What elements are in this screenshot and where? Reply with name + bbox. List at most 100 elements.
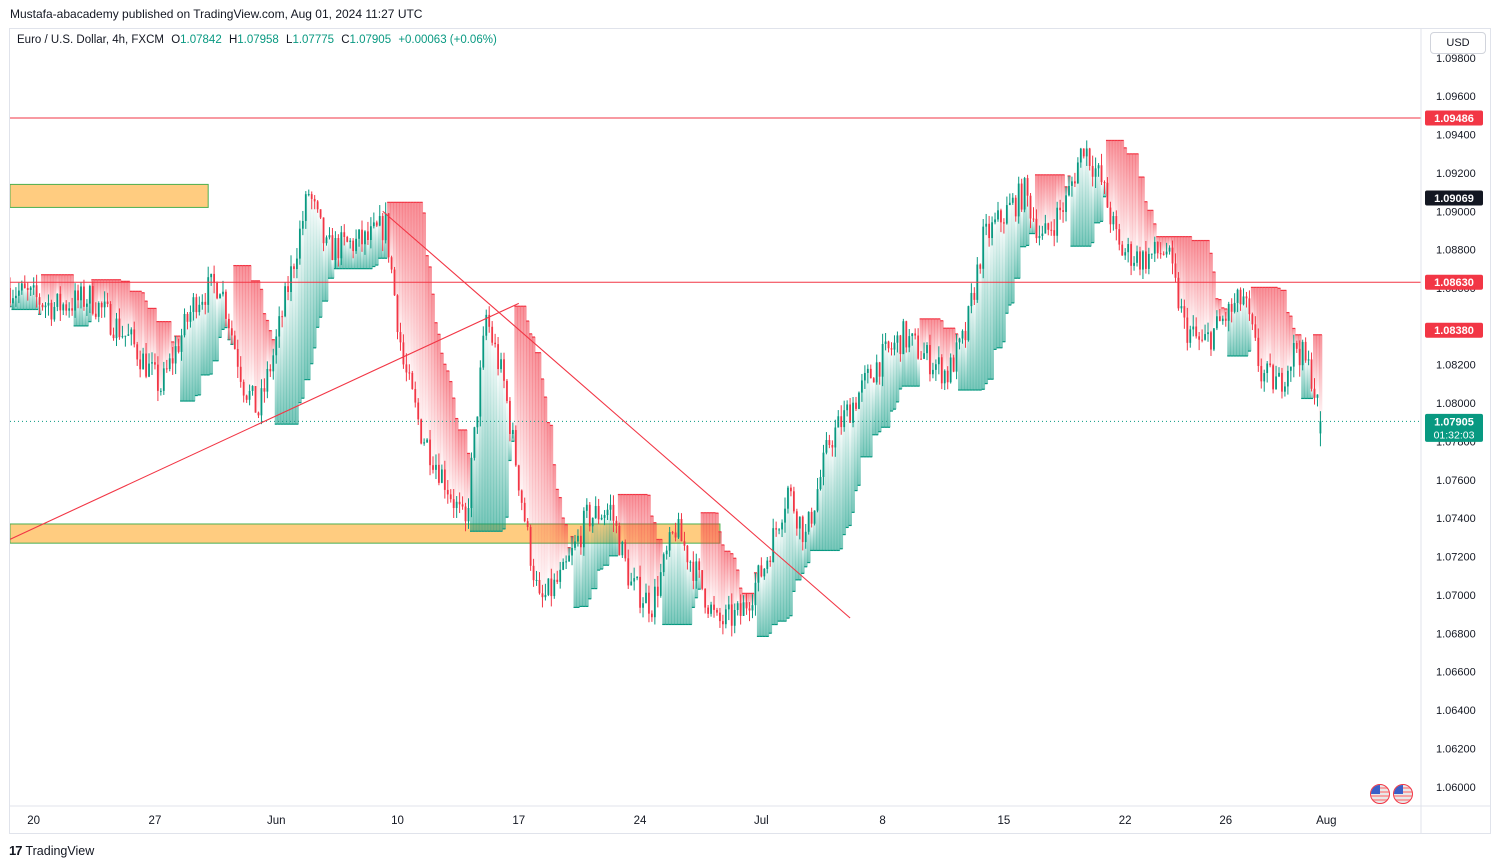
candle[interactable] xyxy=(1150,253,1153,259)
candle[interactable] xyxy=(15,287,17,307)
candle[interactable] xyxy=(296,248,298,279)
candle[interactable] xyxy=(177,338,180,354)
candle[interactable] xyxy=(47,294,50,316)
candle[interactable] xyxy=(538,572,541,595)
candle[interactable] xyxy=(1192,315,1195,337)
candle[interactable] xyxy=(443,460,446,499)
candle[interactable] xyxy=(1233,293,1236,314)
candle[interactable] xyxy=(565,555,568,570)
candle[interactable] xyxy=(946,366,949,390)
candle[interactable] xyxy=(778,528,780,535)
trendline[interactable] xyxy=(10,302,520,540)
candle[interactable] xyxy=(1103,180,1106,194)
candle[interactable] xyxy=(127,323,130,336)
candle[interactable] xyxy=(642,597,644,618)
candle[interactable] xyxy=(535,570,538,586)
candle[interactable] xyxy=(9,277,11,307)
candle[interactable] xyxy=(905,320,908,353)
candle[interactable] xyxy=(1177,272,1180,311)
candle[interactable] xyxy=(541,584,544,608)
candle[interactable] xyxy=(1008,193,1011,206)
candle[interactable] xyxy=(390,255,393,274)
candle[interactable] xyxy=(1109,201,1112,233)
candle[interactable] xyxy=(733,603,736,634)
candle[interactable] xyxy=(310,191,313,210)
candle[interactable] xyxy=(236,339,239,379)
candle[interactable] xyxy=(1295,340,1298,353)
candle[interactable] xyxy=(1115,210,1118,241)
candle[interactable] xyxy=(689,560,692,572)
candle[interactable] xyxy=(213,265,216,294)
candle[interactable] xyxy=(556,570,559,585)
candle[interactable] xyxy=(198,296,201,316)
candle[interactable] xyxy=(1079,147,1082,168)
candle[interactable] xyxy=(943,369,946,391)
candle[interactable] xyxy=(1307,350,1310,366)
candle[interactable] xyxy=(875,354,878,385)
candle[interactable] xyxy=(461,496,464,510)
candle[interactable] xyxy=(435,454,437,480)
candle[interactable] xyxy=(591,517,594,533)
candle[interactable] xyxy=(440,464,443,484)
candle[interactable] xyxy=(65,300,68,316)
candle[interactable] xyxy=(1275,365,1277,390)
candle[interactable] xyxy=(278,306,281,348)
candle[interactable] xyxy=(83,279,85,311)
candle[interactable] xyxy=(1118,223,1121,251)
candle[interactable] xyxy=(571,536,573,566)
candle[interactable] xyxy=(1171,240,1174,275)
candle[interactable] xyxy=(1266,361,1269,383)
candle[interactable] xyxy=(44,302,47,319)
candle[interactable] xyxy=(1062,202,1064,223)
candle[interactable] xyxy=(1014,195,1017,222)
candle[interactable] xyxy=(878,361,881,385)
candle[interactable] xyxy=(313,195,316,210)
candle[interactable] xyxy=(884,333,887,351)
candle[interactable] xyxy=(254,385,257,413)
candle[interactable] xyxy=(988,215,991,247)
candle[interactable] xyxy=(301,210,304,236)
candle[interactable] xyxy=(115,312,118,347)
candle[interactable] xyxy=(497,337,499,376)
candle[interactable] xyxy=(210,273,213,286)
candle[interactable] xyxy=(59,286,62,322)
candle[interactable] xyxy=(813,510,816,526)
candle[interactable] xyxy=(157,356,159,402)
candle[interactable] xyxy=(467,498,470,529)
candle[interactable] xyxy=(816,477,819,513)
candle[interactable] xyxy=(600,514,603,521)
candle[interactable] xyxy=(257,411,260,419)
candle[interactable] xyxy=(491,321,494,346)
candle[interactable] xyxy=(1059,199,1062,220)
candle[interactable] xyxy=(866,364,869,384)
candle[interactable] xyxy=(991,216,993,246)
candle[interactable] xyxy=(349,238,352,249)
candle[interactable] xyxy=(50,299,53,326)
candle[interactable] xyxy=(68,302,71,318)
candle[interactable] xyxy=(630,572,633,586)
candle[interactable] xyxy=(1050,221,1053,236)
candle[interactable] xyxy=(526,518,529,531)
candle[interactable] xyxy=(142,347,145,370)
candle[interactable] xyxy=(861,373,863,402)
candle[interactable] xyxy=(618,522,621,556)
candle[interactable] xyxy=(272,348,275,380)
candle[interactable] xyxy=(1074,172,1076,188)
candle[interactable] xyxy=(1130,241,1133,276)
candle[interactable] xyxy=(997,201,999,222)
candle[interactable] xyxy=(804,523,807,549)
candle[interactable] xyxy=(772,518,775,563)
candle[interactable] xyxy=(1272,363,1274,394)
candle[interactable] xyxy=(245,394,248,403)
candle[interactable] xyxy=(1003,218,1005,234)
candle[interactable] xyxy=(1011,193,1014,205)
candle[interactable] xyxy=(86,299,88,316)
candle[interactable] xyxy=(807,511,810,535)
candle[interactable] xyxy=(739,594,742,625)
candle[interactable] xyxy=(648,585,650,623)
candle[interactable] xyxy=(334,231,337,269)
candle[interactable] xyxy=(529,524,532,571)
candle[interactable] xyxy=(449,489,452,503)
candle[interactable] xyxy=(580,525,582,555)
candle[interactable] xyxy=(91,281,94,316)
